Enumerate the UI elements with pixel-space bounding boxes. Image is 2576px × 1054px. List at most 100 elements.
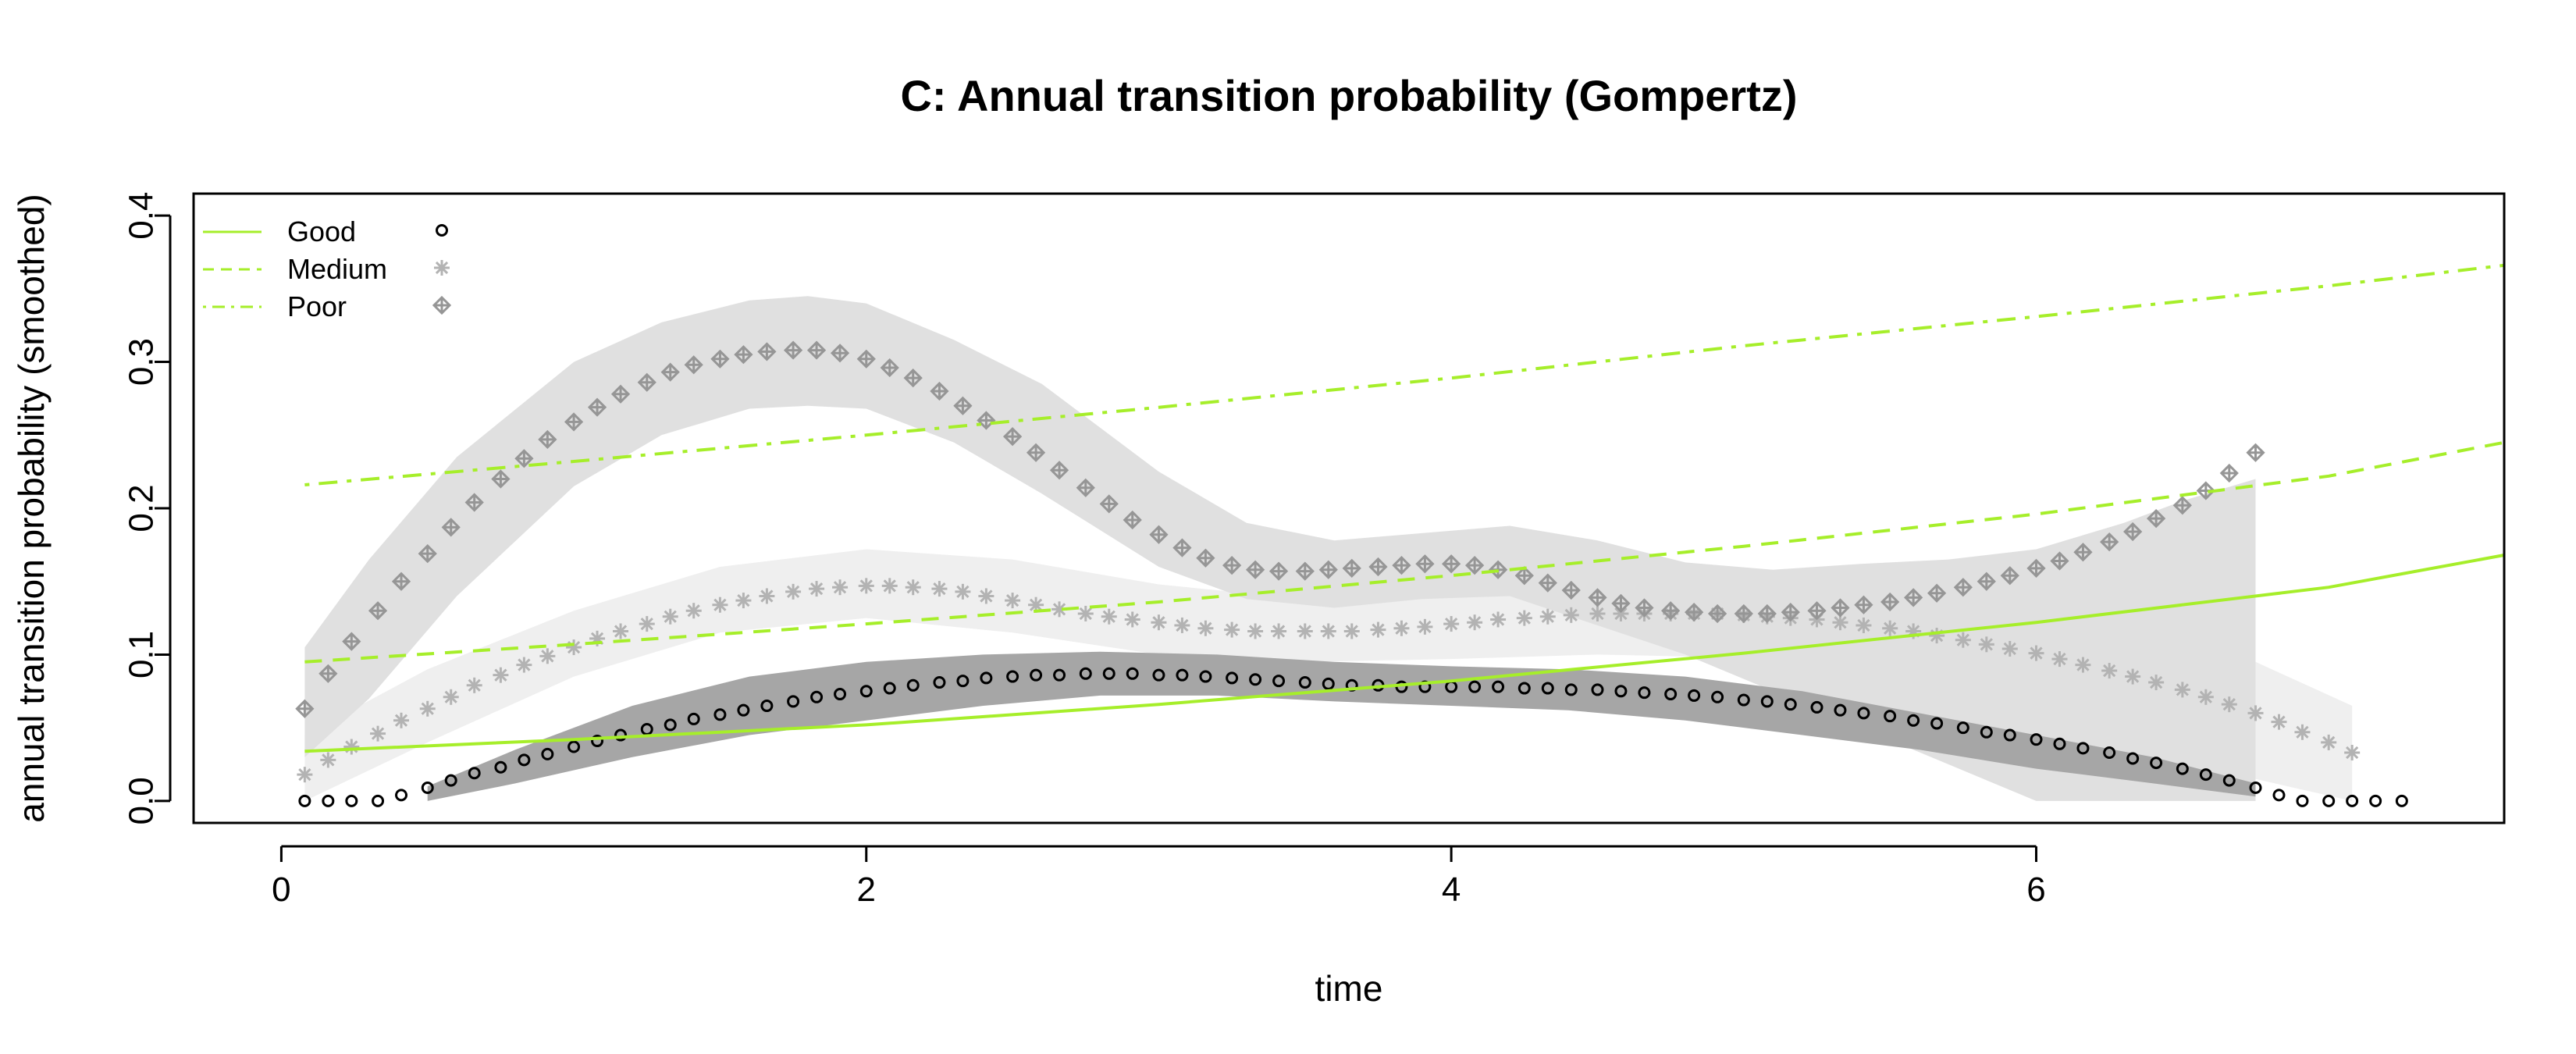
point-good xyxy=(980,671,993,685)
point-poor xyxy=(2246,443,2265,462)
point-poor xyxy=(930,381,949,401)
point-medium xyxy=(881,578,898,594)
point-good xyxy=(1030,668,1043,682)
point-poor xyxy=(734,345,753,365)
point-good xyxy=(1053,668,1066,682)
point-good xyxy=(298,794,311,807)
point-medium xyxy=(931,581,948,597)
point-medium xyxy=(1393,620,1410,636)
point-good xyxy=(2296,794,2309,807)
point-poor xyxy=(1976,572,1996,591)
point-medium xyxy=(370,725,386,742)
point-good xyxy=(2222,774,2236,787)
legend-entry-good: Good xyxy=(203,215,448,247)
point-poor xyxy=(514,449,534,468)
point-poor xyxy=(1442,554,1461,574)
series-medium xyxy=(297,578,2361,783)
chart-title: C: Annual transition probability (Gomper… xyxy=(900,71,1797,120)
point-medium xyxy=(343,739,360,755)
point-good xyxy=(1102,667,1115,680)
y-tick-label: 0.1 xyxy=(122,631,160,678)
point-good xyxy=(760,700,774,713)
point-poor xyxy=(1295,561,1315,581)
point-medium xyxy=(516,657,532,673)
point-good xyxy=(541,747,554,760)
point-good xyxy=(1492,680,1505,693)
point-poor xyxy=(1026,443,1046,462)
point-poor xyxy=(684,355,703,375)
point-medium xyxy=(2197,689,2214,705)
point-good xyxy=(2272,789,2286,802)
point-good xyxy=(1980,725,1993,739)
point-medium xyxy=(1320,623,1336,639)
y-axis-label: annual transition probability (smoothed) xyxy=(11,194,52,822)
point-poor xyxy=(1685,602,1704,622)
point-poor xyxy=(564,412,584,432)
point-medium xyxy=(1929,628,1945,644)
point-poor xyxy=(1342,558,1361,578)
point-poor xyxy=(2219,463,2239,483)
point-medium xyxy=(832,579,849,596)
point-good xyxy=(2369,794,2382,807)
point-poor xyxy=(637,372,656,392)
point-good xyxy=(568,740,581,753)
point-medium xyxy=(858,578,874,594)
point-good xyxy=(2076,742,2090,755)
point-good xyxy=(933,676,946,689)
point-medium xyxy=(1589,605,1606,621)
point-poor xyxy=(391,572,411,591)
point-good xyxy=(372,794,385,807)
point-medium xyxy=(566,639,582,656)
point-good xyxy=(1126,667,1139,680)
x-tick-label: 0 xyxy=(272,871,290,909)
point-good xyxy=(2346,794,2359,807)
point-medium xyxy=(1101,608,1117,625)
point-poor xyxy=(1245,560,1265,579)
point-good xyxy=(737,703,750,717)
point-medium xyxy=(539,648,556,664)
point-medium xyxy=(2075,657,2091,673)
point-good xyxy=(1737,693,1750,707)
point-medium xyxy=(1955,632,1971,648)
point-good xyxy=(1711,690,1724,703)
point-poor xyxy=(1635,598,1654,618)
legend-entry-medium: Medium xyxy=(203,253,450,285)
point-good xyxy=(1810,700,1823,714)
point-poor xyxy=(1880,592,1900,612)
point-medium xyxy=(809,581,825,597)
point-good xyxy=(834,688,847,701)
point-poor xyxy=(1076,478,1095,497)
point-medium xyxy=(1297,623,1313,639)
point-good xyxy=(1079,667,1092,680)
point-medium xyxy=(2028,645,2044,661)
point-good xyxy=(687,712,700,725)
fitted-line-medium xyxy=(304,440,2505,664)
point-poor xyxy=(710,349,730,369)
point-medium xyxy=(978,588,994,604)
point-poor xyxy=(1927,583,1947,603)
point-good xyxy=(2395,794,2408,807)
point-medium xyxy=(613,623,629,639)
point-medium xyxy=(1417,618,1433,635)
point-medium xyxy=(2174,682,2190,698)
point-good xyxy=(591,735,604,748)
point-good xyxy=(322,794,335,807)
legend-label: Medium xyxy=(287,253,387,285)
point-medium xyxy=(1978,636,1994,653)
point-good xyxy=(1638,686,1651,700)
point-poor xyxy=(342,632,361,651)
point-medium xyxy=(1516,610,1532,626)
point-medium xyxy=(1197,620,1214,636)
point-poor xyxy=(1514,566,1534,586)
point-poor xyxy=(1734,604,1753,624)
point-poor xyxy=(1318,560,1338,579)
point-good xyxy=(1564,683,1578,696)
point-good xyxy=(1249,673,1262,686)
point-medium xyxy=(320,752,336,768)
point-good xyxy=(1784,698,1797,711)
point-medium xyxy=(1856,617,1872,633)
y-tick-label: 0.3 xyxy=(122,338,160,386)
point-poor xyxy=(1196,548,1215,568)
point-good xyxy=(1688,689,1701,702)
point-poor xyxy=(1368,557,1388,577)
